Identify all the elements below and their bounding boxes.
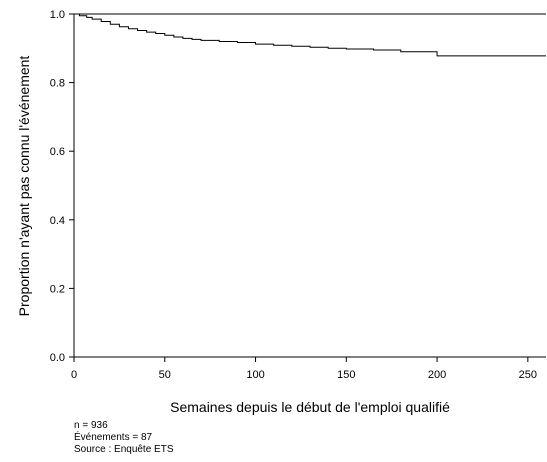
- x-tick-label: 150: [337, 369, 355, 381]
- y-tick-label: 0.8: [50, 78, 65, 90]
- x-axis-title: Semaines depuis le début de l'emploi qua…: [170, 399, 450, 415]
- source-note: Source : Enquête ETS: [74, 444, 174, 455]
- events-note: Événements = 87: [74, 432, 153, 443]
- x-tick-label: 200: [428, 369, 446, 381]
- y-tick-label: 1.0: [50, 9, 65, 21]
- series-line: [74, 13, 546, 57]
- x-ticks: 0 50 100 150 200 250: [71, 357, 537, 381]
- y-tick-label: 0.4: [50, 215, 65, 227]
- x-tick-label: 50: [159, 369, 171, 381]
- y-tick-label: 0.2: [50, 283, 65, 295]
- x-tick-label: 100: [246, 369, 264, 381]
- x-tick-label: 250: [519, 369, 537, 381]
- y-ticks: 0.0 0.2 0.4 0.6 0.8 1.0: [50, 9, 74, 364]
- y-tick-label: 0.6: [50, 146, 65, 158]
- y-tick-label: 0.0: [50, 352, 65, 364]
- x-tick-label: 0: [71, 369, 77, 381]
- sample-size-note: n = 936: [74, 420, 108, 431]
- y-axis-title: Proportion n'ayant pas connu l'événement: [16, 56, 32, 317]
